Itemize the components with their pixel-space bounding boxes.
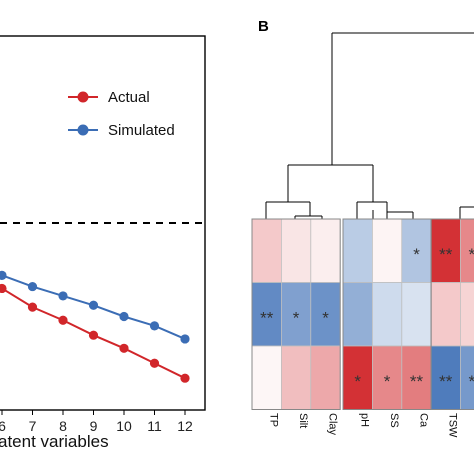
point-actual-6 — [0, 283, 7, 294]
heatmap-column-label-Clay: Clay — [327, 413, 339, 436]
dendrogram — [265, 32, 474, 219]
heatmap-column-label-SS: SS — [388, 413, 400, 428]
significance-Clay-row2: * — [322, 308, 329, 327]
heatmap-cell-GW-row3 — [459, 345, 474, 410]
heatmap-cell-Ca-row2 — [401, 282, 432, 347]
significance-TSW-row3: ** — [439, 372, 453, 391]
heatmap-cell-TP-row3 — [251, 345, 282, 410]
x-tick-label-12: 12 — [177, 418, 193, 434]
heatmap-column-label-Silt: Silt — [297, 413, 309, 428]
x-tick-label-9: 9 — [90, 418, 98, 434]
heatmap-cells — [251, 218, 474, 410]
x-tick-label-10: 10 — [116, 418, 132, 434]
x-tick-label-11: 11 — [147, 418, 162, 434]
point-actual-11 — [149, 358, 160, 368]
point-simulated-9 — [88, 300, 99, 310]
significance-GW-row1: ** — [468, 245, 474, 264]
heatmap-column-label-pH: pH — [359, 413, 371, 427]
heatmap-column-label-TSW: TSW — [447, 413, 459, 438]
heatmap-column-label-TP: TP — [268, 413, 280, 427]
line-chart-panel: 6 7 8 9 10 11 12 atent variables Actual Simula… — [0, 35, 206, 451]
heatmap-panel: B ***************** TPSiltClaypHSSCaTSWG… — [251, 18, 474, 438]
significance-GW-row3: ** — [468, 372, 474, 391]
heatmap-cell-GW-row2 — [459, 282, 474, 347]
heatmap-cell-Clay-row3 — [310, 345, 341, 410]
series-group — [0, 270, 190, 383]
point-simulated-8 — [58, 291, 68, 301]
x-axis-label: atent variables — [0, 432, 109, 451]
x-tick-label-8: 8 — [59, 418, 67, 434]
heatmap-cell-SS-row3 — [371, 345, 403, 410]
legend-simulated-marker — [77, 124, 89, 136]
legend-actual-marker — [77, 91, 89, 103]
heatmap-cell-Ca-row3 — [401, 345, 432, 410]
x-tick-label-6: 6 — [0, 418, 6, 434]
heatmap-cell-Clay-row1 — [310, 218, 341, 283]
panel-letter-b: B — [258, 18, 269, 35]
point-simulated-11 — [149, 321, 160, 331]
heatmap-group-outline-3 — [430, 218, 474, 410]
significance-TP-row2: ** — [260, 308, 274, 327]
point-simulated-7 — [27, 281, 38, 292]
heatmap-cell-Silt-row3 — [280, 345, 312, 410]
heatmap-significance-marks: ***************** — [260, 245, 474, 391]
point-actual-8 — [58, 315, 68, 325]
point-simulated-12 — [180, 334, 190, 344]
point-simulated-10 — [119, 311, 129, 322]
significance-Ca-row3: ** — [410, 372, 424, 391]
significance-SS-row3: * — [384, 372, 391, 391]
x-tick-label-7: 7 — [29, 418, 37, 434]
heatmap-column-label-Ca: Ca — [418, 413, 430, 428]
heatmap-cell-pH-row2 — [342, 282, 373, 347]
heatmap-cell-TSW-row2 — [430, 282, 461, 347]
heatmap-cell-TP-row2 — [251, 282, 282, 347]
heatmap-cell-Silt-row1 — [280, 218, 312, 283]
legend: Actual Simulated — [68, 89, 175, 139]
significance-TSW-row1: ** — [439, 245, 453, 264]
heatmap-cell-TP-row1 — [251, 218, 282, 283]
heatmap-cell-Clay-row2 — [310, 282, 341, 347]
significance-Silt-row2: * — [293, 308, 300, 327]
point-actual-12 — [180, 373, 190, 383]
significance-Ca-row1: * — [413, 245, 420, 264]
point-actual-7 — [27, 302, 38, 312]
heatmap-group-outline-1 — [251, 218, 341, 410]
point-actual-10 — [119, 343, 129, 353]
heatmap-cell-GW-row1 — [459, 218, 474, 283]
point-actual-9 — [88, 330, 99, 340]
heatmap-cell-pH-row3 — [342, 345, 373, 410]
heatmap-cell-SS-row2 — [371, 282, 403, 347]
heatmap-cell-SS-row1 — [371, 218, 403, 283]
plot-frame — [0, 35, 206, 411]
heatmap-cell-pH-row1 — [342, 218, 373, 283]
point-simulated-6 — [0, 270, 7, 280]
significance-pH-row3: * — [354, 372, 361, 391]
legend-actual-label: Actual — [108, 89, 150, 106]
legend-simulated-label: Simulated — [108, 122, 175, 139]
x-axis-ticks: 6 7 8 9 10 11 12 — [0, 410, 193, 434]
heatmap-column-labels: TPSiltClaypHSSCaTSWGW — [268, 413, 459, 438]
